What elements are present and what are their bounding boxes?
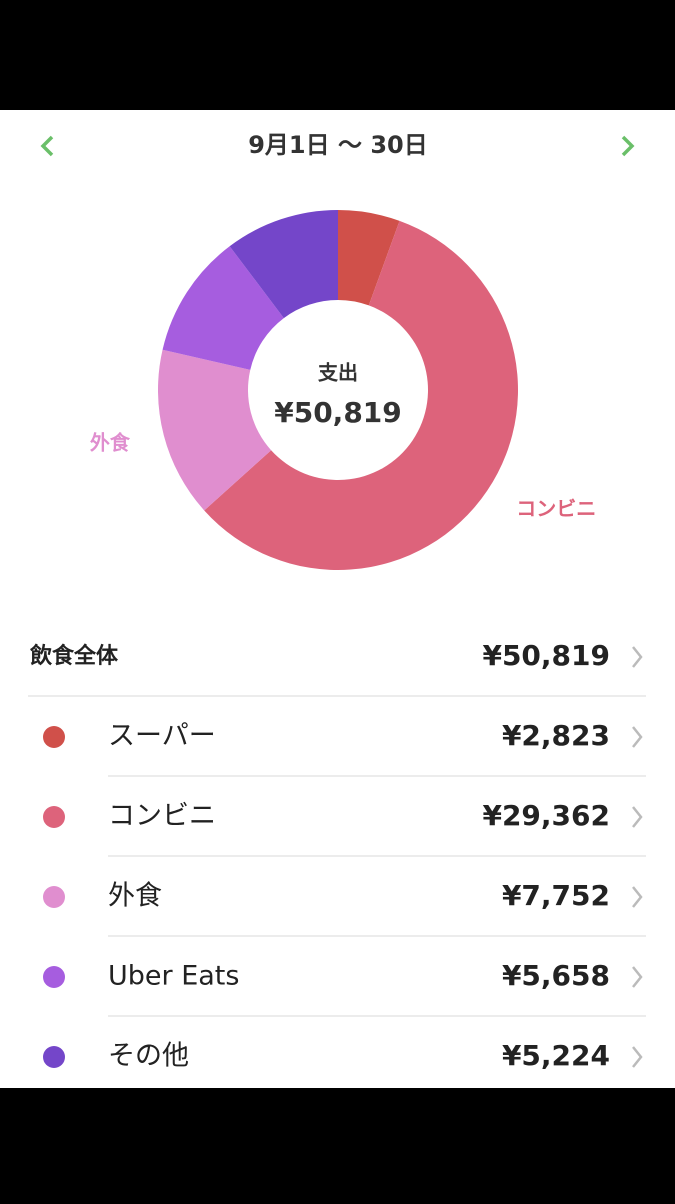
row-name: Uber Eats (108, 961, 239, 992)
donut-chart (158, 210, 518, 570)
next-button[interactable] (621, 135, 635, 157)
row-name: その他 (108, 1041, 189, 1072)
row-value[interactable]: ¥7,752 (502, 879, 610, 912)
pie-slice (158, 349, 272, 511)
prev-button[interactable] (40, 135, 54, 157)
row-chevron (632, 966, 643, 988)
legend-dot (43, 1046, 65, 1068)
row-name: 外食 (108, 881, 162, 912)
legend-dot (43, 806, 65, 828)
pie-slice (338, 210, 400, 306)
row-name: スーパー (108, 721, 216, 752)
slice-label: コンビニ (516, 497, 596, 521)
row-value[interactable]: ¥2,823 (502, 719, 610, 752)
center-total: ¥50,819 (274, 396, 402, 429)
pie-slice (162, 246, 284, 370)
row-name: コンビニ (108, 801, 216, 832)
period-title: 9月1日 〜 30日 (248, 131, 428, 159)
legend-dot (43, 726, 65, 748)
pie-slice (229, 210, 338, 319)
list-total[interactable]: ¥50,819 (482, 639, 610, 672)
legend-dot (43, 966, 65, 988)
row-chevron (632, 726, 643, 748)
pie-slice (204, 220, 518, 570)
row-chevron (632, 646, 643, 668)
slice-label: 外食 (90, 430, 131, 454)
legend-dot (43, 886, 65, 908)
row-value[interactable]: ¥5,658 (502, 959, 610, 992)
center-label: 支出 (318, 361, 358, 385)
row-chevron (632, 1046, 643, 1068)
row-value[interactable]: ¥29,362 (482, 799, 610, 832)
list-title: 飲食全体 (29, 643, 119, 669)
row-value[interactable]: ¥5,224 (502, 1039, 610, 1072)
row-chevron (632, 886, 643, 908)
row-chevron (632, 806, 643, 828)
